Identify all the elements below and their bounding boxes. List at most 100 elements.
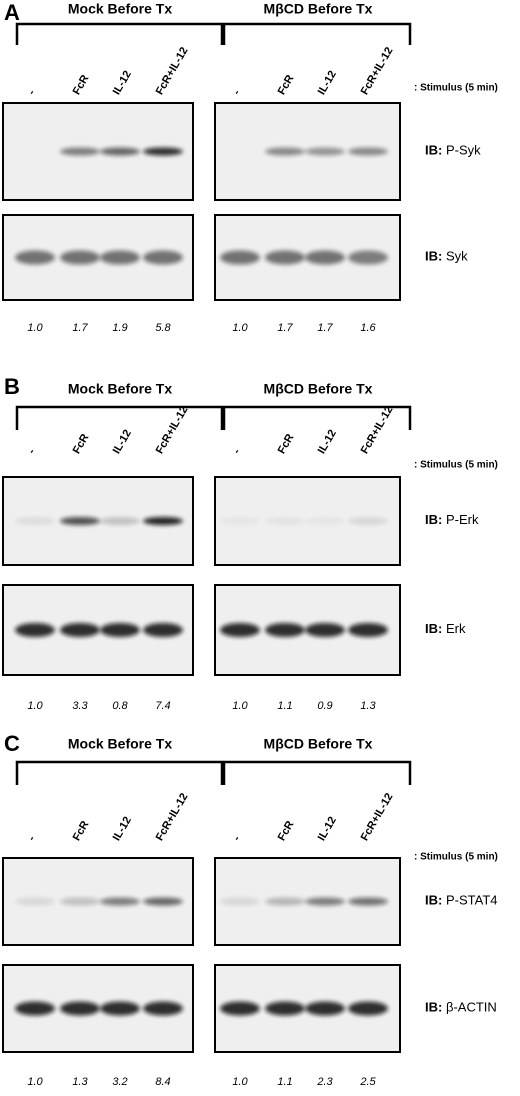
band bbox=[143, 1001, 183, 1016]
quantification: 1.0 bbox=[232, 322, 248, 334]
band bbox=[305, 147, 345, 156]
panel-label: B bbox=[4, 374, 20, 399]
ib-target: Syk bbox=[446, 249, 468, 264]
band bbox=[60, 897, 100, 906]
band bbox=[220, 1001, 260, 1016]
panel-label: A bbox=[4, 0, 20, 25]
lane-label: FcR+IL-12 bbox=[359, 404, 396, 456]
band bbox=[348, 897, 388, 906]
quantification: 3.3 bbox=[72, 700, 88, 712]
band bbox=[348, 1001, 388, 1016]
blot bbox=[214, 964, 401, 1053]
band bbox=[100, 623, 140, 637]
blot-frame bbox=[2, 964, 194, 1053]
band bbox=[60, 517, 100, 525]
band bbox=[15, 1001, 55, 1016]
band bbox=[60, 147, 100, 156]
blot-frame bbox=[214, 102, 401, 201]
lane-label: - bbox=[26, 446, 38, 455]
stimulus-label: : Stimulus (5 min) bbox=[414, 460, 498, 471]
band bbox=[305, 517, 345, 525]
blot-frame bbox=[214, 214, 401, 301]
quantification: 1.3 bbox=[360, 700, 376, 712]
stimulus-label: : Stimulus (5 min) bbox=[414, 83, 498, 94]
blot-label: IB: P-Syk bbox=[425, 143, 481, 158]
band bbox=[143, 623, 183, 637]
lane-label: FcR+IL-12 bbox=[154, 45, 191, 97]
ib-prefix: IB: bbox=[425, 512, 442, 527]
quantification: 1.6 bbox=[360, 322, 376, 334]
group-title: MβCD Before Tx bbox=[264, 1, 373, 17]
band bbox=[348, 517, 388, 525]
band bbox=[60, 250, 100, 265]
lane-label: - bbox=[231, 446, 243, 455]
band bbox=[143, 250, 183, 265]
quantification: 1.3 bbox=[72, 1076, 88, 1088]
blot bbox=[214, 476, 401, 566]
group-title: MβCD Before Tx bbox=[264, 381, 373, 397]
blot-label: IB: P-Erk bbox=[425, 512, 479, 527]
band bbox=[265, 1001, 305, 1016]
lane-label: IL-12 bbox=[111, 428, 134, 456]
blot-label: IB: Erk bbox=[425, 621, 466, 636]
blot-frame bbox=[2, 476, 194, 566]
band bbox=[100, 517, 140, 525]
quantification: 1.7 bbox=[277, 322, 293, 334]
band bbox=[220, 623, 260, 637]
ib-target: P-Syk bbox=[446, 143, 481, 158]
band bbox=[220, 250, 260, 265]
ib-target: P-Erk bbox=[446, 512, 479, 527]
band bbox=[100, 1001, 140, 1016]
band bbox=[143, 517, 183, 525]
blot-frame bbox=[2, 214, 194, 301]
band bbox=[305, 1001, 345, 1016]
lane-label: - bbox=[26, 833, 38, 842]
lane-label: IL-12 bbox=[316, 815, 339, 843]
band bbox=[15, 897, 55, 906]
quantification: 1.7 bbox=[72, 322, 88, 334]
lane-label: - bbox=[231, 833, 243, 842]
quantification: 1.0 bbox=[27, 700, 43, 712]
band bbox=[15, 517, 55, 525]
lane-label: IL-12 bbox=[316, 69, 339, 97]
quantification: 5.8 bbox=[155, 322, 171, 334]
ib-target: Erk bbox=[446, 621, 466, 636]
blot-frame bbox=[214, 584, 401, 676]
lane-label: FcR bbox=[276, 819, 297, 843]
bracket bbox=[15, 760, 224, 785]
group-title: Mock Before Tx bbox=[68, 381, 172, 397]
quantification: 1.7 bbox=[317, 322, 333, 334]
blot-label: IB: Syk bbox=[425, 249, 468, 264]
bracket bbox=[222, 405, 412, 430]
quantification: 1.9 bbox=[112, 322, 127, 334]
bracket bbox=[15, 22, 224, 45]
quantification: 0.8 bbox=[112, 700, 128, 712]
band bbox=[265, 250, 305, 265]
blot-frame bbox=[214, 964, 401, 1053]
lane-label: FcR bbox=[276, 432, 297, 456]
quantification: 0.9 bbox=[317, 700, 332, 712]
ib-target: P-STAT4 bbox=[446, 893, 498, 908]
lane-label: IL-12 bbox=[111, 815, 134, 843]
band bbox=[15, 250, 55, 265]
blot-frame bbox=[2, 102, 194, 201]
lane-label: IL-12 bbox=[111, 69, 134, 97]
quantification: 1.0 bbox=[232, 1076, 248, 1088]
blot bbox=[2, 964, 194, 1053]
band bbox=[305, 623, 345, 637]
quantification: 1.0 bbox=[27, 1076, 43, 1088]
group-title: MβCD Before Tx bbox=[264, 736, 373, 752]
ib-prefix: IB: bbox=[425, 893, 442, 908]
blot bbox=[2, 857, 194, 946]
quantification: 2.5 bbox=[359, 1076, 376, 1088]
group-title: Mock Before Tx bbox=[68, 736, 172, 752]
quantification: 1.0 bbox=[27, 322, 43, 334]
lane-label: FcR+IL-12 bbox=[359, 45, 396, 97]
blot bbox=[214, 857, 401, 946]
quantification: 1.0 bbox=[232, 700, 248, 712]
band bbox=[348, 250, 388, 265]
band bbox=[265, 147, 305, 156]
band bbox=[305, 897, 345, 906]
quantification: 1.1 bbox=[277, 1076, 292, 1088]
